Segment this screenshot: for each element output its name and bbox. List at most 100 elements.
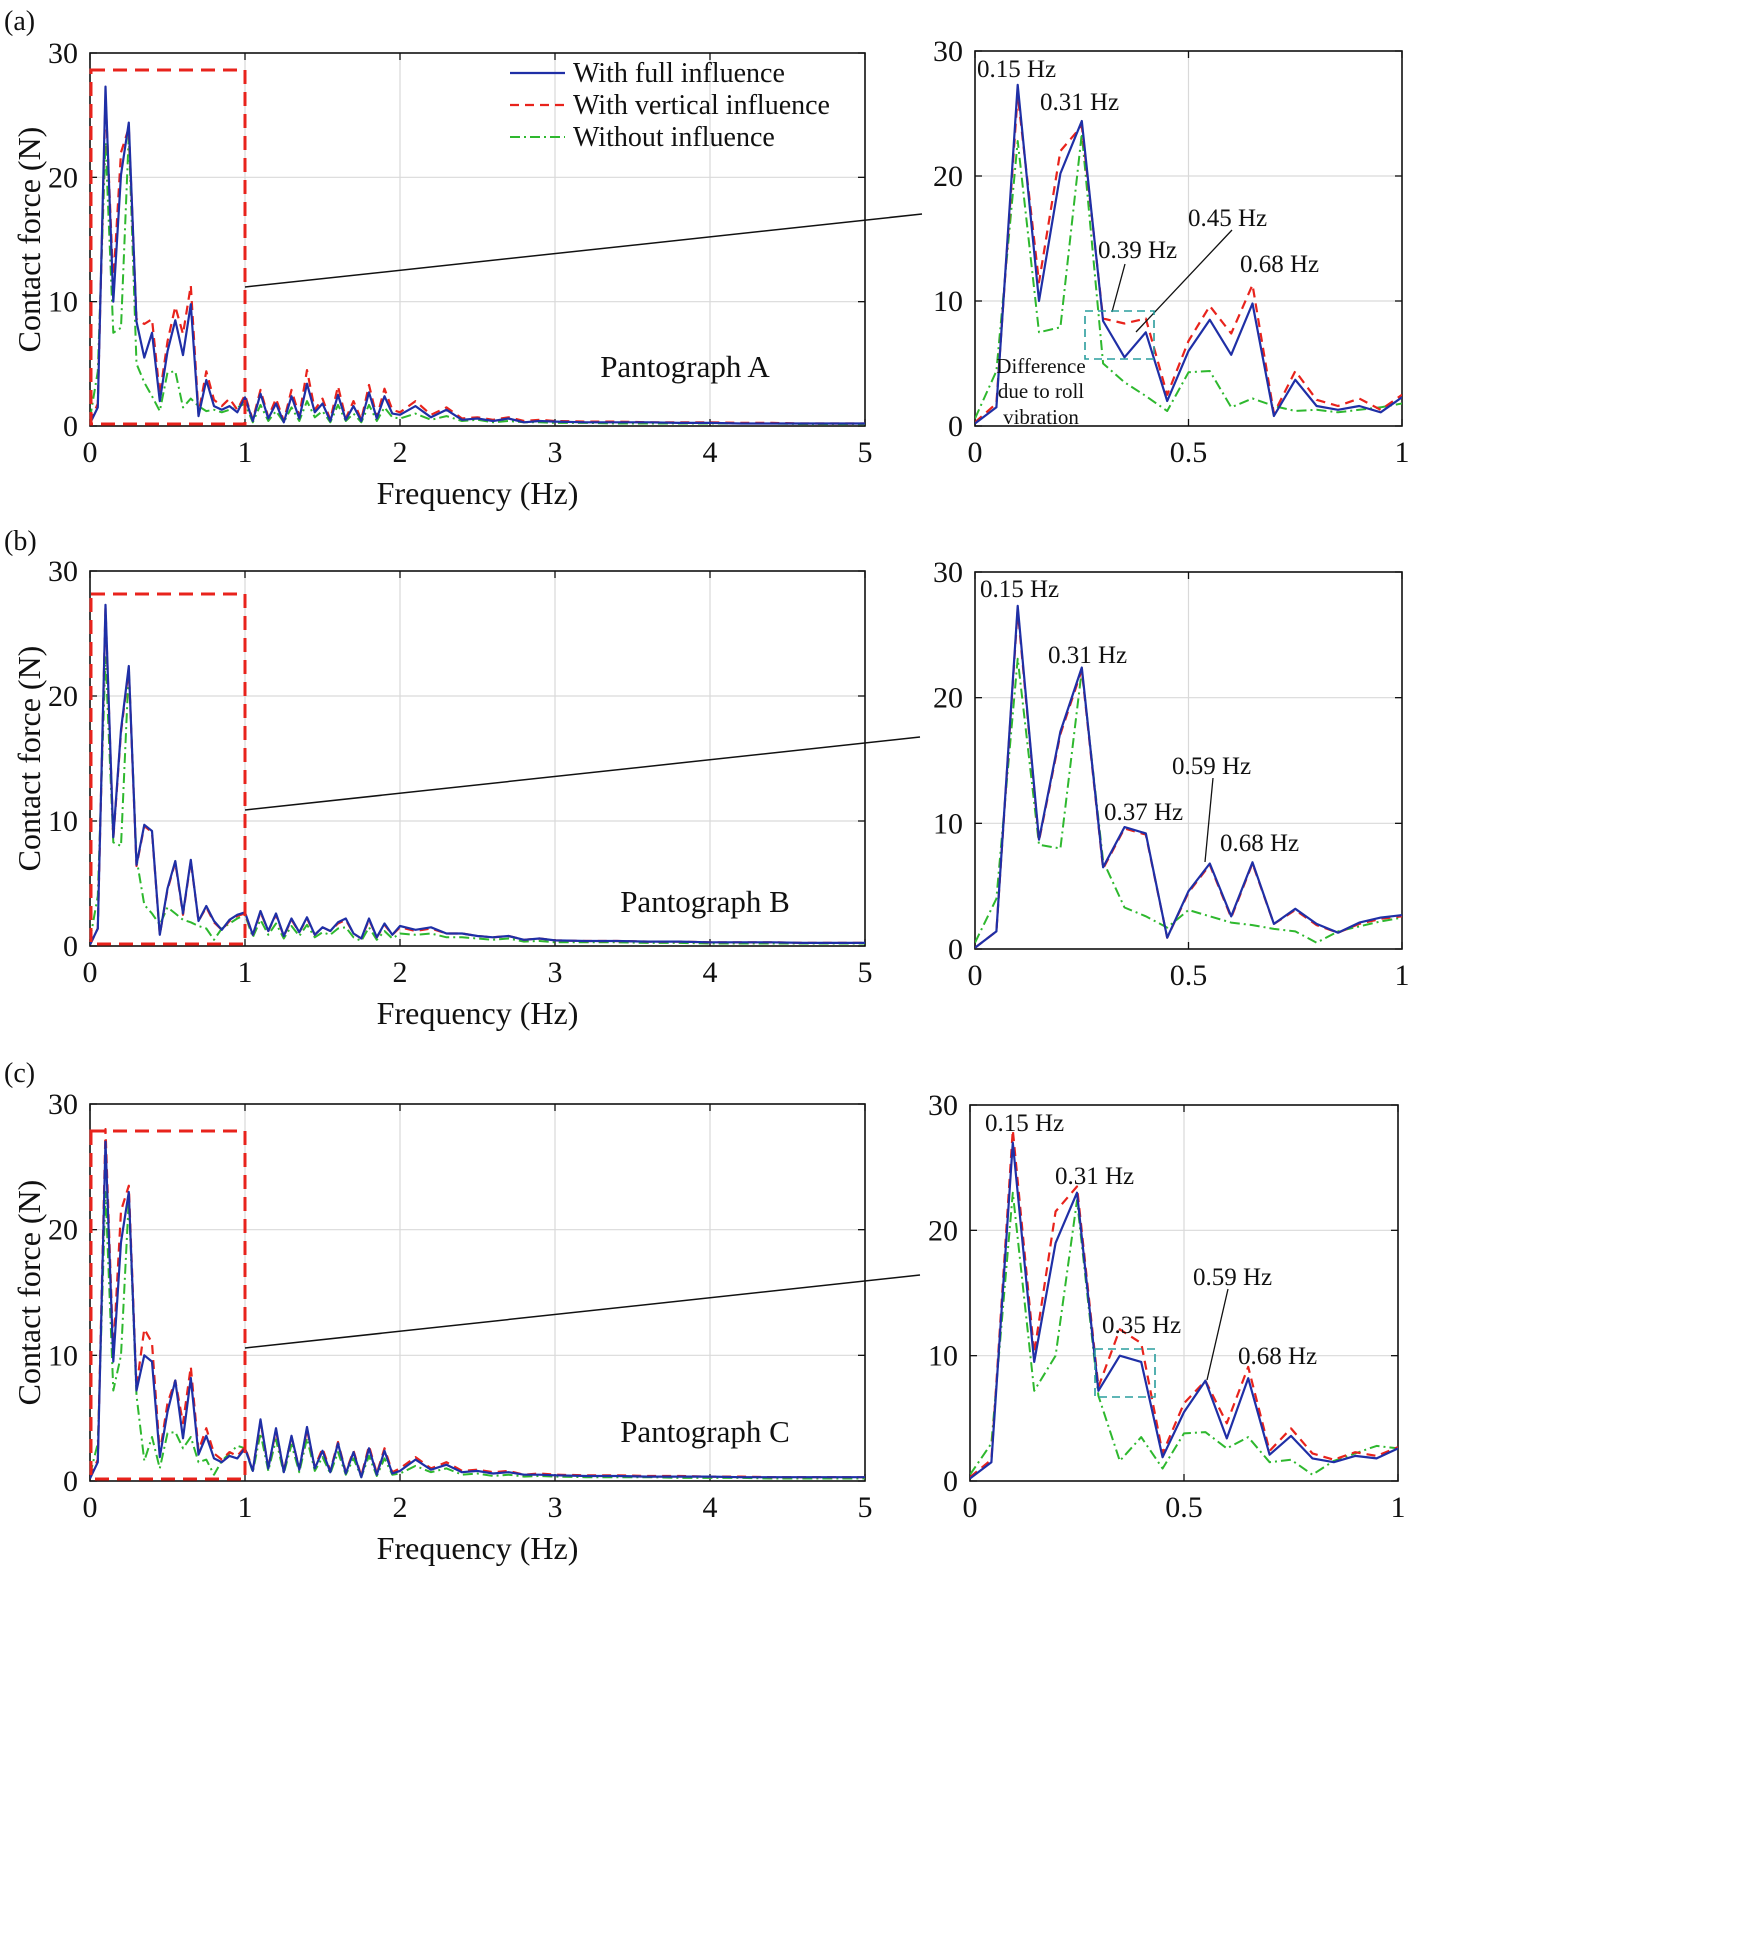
x-tick-label: 0.5: [1170, 959, 1208, 992]
x-tick-label: 4: [703, 436, 718, 469]
x-tick-label: 2: [393, 956, 408, 989]
frequency-annotation: 0.15 Hz: [980, 576, 1059, 603]
plot-frame: [969, 1104, 1399, 1482]
difference-note: due to roll: [998, 379, 1084, 403]
y-tick-label: 0: [63, 930, 78, 963]
series-line-full: [90, 603, 865, 946]
legend-label: Without influence: [573, 122, 775, 153]
frequency-annotation: 0.59 Hz: [1193, 1264, 1272, 1291]
y-tick-label: 30: [48, 37, 78, 70]
frequency-annotation: 0.35 Hz: [1102, 1312, 1181, 1339]
panel-tag-c: (c): [4, 1058, 35, 1089]
difference-box: [1094, 1348, 1156, 1398]
y-tick-label: 20: [48, 1214, 78, 1247]
plot-frame: [974, 571, 1403, 950]
frequency-annotation: 0.68 Hz: [1238, 1343, 1317, 1370]
zoom-region-box: [89, 68, 247, 426]
series-line-full: [975, 83, 1402, 425]
y-tick-label: 10: [48, 805, 78, 838]
frequency-annotation: 0.31 Hz: [1048, 642, 1127, 669]
chart-b-main: 0 1 2 3 4 5 0 10 20 30 Frequency (Hz) Contact force…: [11, 555, 873, 1031]
difference-note: Difference: [996, 354, 1085, 378]
series-line-full: [90, 85, 865, 425]
zoom-connector-line: [244, 1274, 921, 1349]
y-tick-label: 30: [933, 556, 963, 589]
frequency-annotation: 0.15 Hz: [985, 1110, 1064, 1137]
y-tick-label: 10: [933, 285, 963, 318]
zoom-connector-line: [244, 736, 921, 811]
annotation-pointer: [1204, 777, 1214, 863]
x-tick-label: 0.5: [1170, 436, 1208, 469]
x-axis-label: Frequency (Hz): [377, 1530, 579, 1566]
x-tick-label: 3: [548, 436, 563, 469]
y-axis-label: Contact force (N): [11, 646, 47, 872]
panel-tag-a: (a): [4, 6, 35, 37]
pantograph-title: Pantograph B: [620, 884, 790, 919]
y-tick-label: 20: [933, 682, 963, 715]
y-tick-label: 30: [48, 555, 78, 588]
series-line-without: [90, 1191, 865, 1480]
difference-box: [1084, 310, 1155, 360]
frequency-annotation: 0.59 Hz: [1172, 753, 1251, 780]
x-tick-label: 1: [1395, 436, 1410, 469]
x-tick-label: 1: [238, 1491, 253, 1524]
frequency-annotation: 0.15 Hz: [977, 56, 1056, 83]
panel-tag-b: (b): [4, 526, 37, 557]
x-tick-label: 0: [968, 959, 983, 992]
frequency-annotation: 0.68 Hz: [1240, 251, 1319, 278]
legend-label: With full influence: [573, 58, 785, 89]
x-tick-label: 1: [238, 956, 253, 989]
zoom-region-box: [89, 1129, 247, 1481]
frequency-annotation: 0.45 Hz: [1188, 205, 1267, 232]
y-tick-label: 30: [928, 1089, 958, 1122]
y-tick-label: 10: [48, 286, 78, 319]
x-tick-label: 5: [858, 436, 873, 469]
series-line-without: [975, 132, 1402, 419]
chart-c-main: 0 1 2 3 4 5 0 10 20 30 Frequency (Hz) Contact force…: [11, 1088, 873, 1566]
y-tick-label: 10: [48, 1339, 78, 1372]
pantograph-title: Pantograph A: [600, 349, 770, 384]
frequency-annotation: 0.37 Hz: [1104, 799, 1183, 826]
x-tick-label: 0: [963, 1491, 978, 1524]
annotation-pointer: [1206, 1288, 1229, 1381]
frequency-annotation: 0.68 Hz: [1220, 830, 1299, 857]
series-line-vertical: [975, 93, 1402, 424]
series-line-without: [970, 1191, 1398, 1476]
pantograph-title: Pantograph C: [620, 1414, 790, 1449]
y-tick-label: 10: [928, 1340, 958, 1373]
x-tick-label: 0: [83, 436, 98, 469]
y-tick-label: 20: [48, 680, 78, 713]
x-tick-label: 3: [548, 956, 563, 989]
x-tick-label: 4: [703, 1491, 718, 1524]
series-line-vertical: [970, 1128, 1398, 1479]
y-tick-label: 0: [63, 410, 78, 443]
x-tick-label: 2: [393, 1491, 408, 1524]
y-tick-label: 0: [943, 1465, 958, 1498]
x-tick-label: 5: [858, 1491, 873, 1524]
x-axis-label: Frequency (Hz): [377, 475, 579, 511]
y-tick-label: 0: [948, 410, 963, 443]
x-tick-label: 2: [393, 436, 408, 469]
y-tick-label: 30: [48, 1088, 78, 1121]
series-line-full: [970, 1141, 1398, 1480]
frequency-annotation: 0.39 Hz: [1098, 237, 1177, 264]
y-tick-label: 20: [48, 161, 78, 194]
y-tick-label: 10: [933, 807, 963, 840]
x-axis-label: Frequency (Hz): [377, 995, 579, 1031]
y-tick-label: 0: [63, 1465, 78, 1498]
frequency-annotation: 0.31 Hz: [1055, 1163, 1134, 1190]
frequency-annotation: 0.31 Hz: [1040, 89, 1119, 116]
y-tick-label: 20: [928, 1214, 958, 1247]
annotation-pointer: [1135, 229, 1233, 333]
zoom-region-box: [89, 592, 247, 946]
y-axis-label: Contact force (N): [11, 127, 47, 353]
difference-note: vibration: [1003, 405, 1079, 429]
x-tick-label: 0.5: [1165, 1491, 1203, 1524]
series-line-without: [975, 657, 1402, 944]
x-tick-label: 3: [548, 1491, 563, 1524]
